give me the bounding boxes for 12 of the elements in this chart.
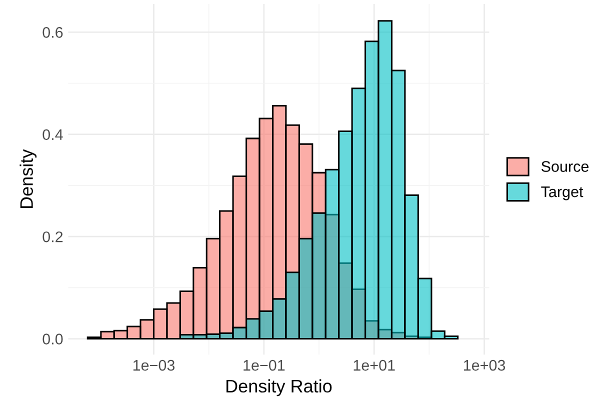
y-tick-label: 0.2: [42, 231, 63, 242]
x-tick-label: 1e−01: [244, 360, 285, 371]
x-tick-label: 1e−03: [133, 360, 175, 371]
x-axis-title: Density Ratio: [226, 379, 332, 396]
y-tick-label: 0.6: [42, 27, 63, 38]
x-tick-label: 1e+03: [464, 360, 506, 371]
y-axis-title: Density: [20, 149, 37, 208]
x-tick-label: 1e+01: [354, 360, 395, 371]
legend-label: Target: [541, 186, 584, 200]
y-tick-label: 0.0: [42, 334, 63, 344]
y-tick-label: 0.4: [42, 129, 63, 140]
legend-label: Source: [541, 161, 589, 172]
